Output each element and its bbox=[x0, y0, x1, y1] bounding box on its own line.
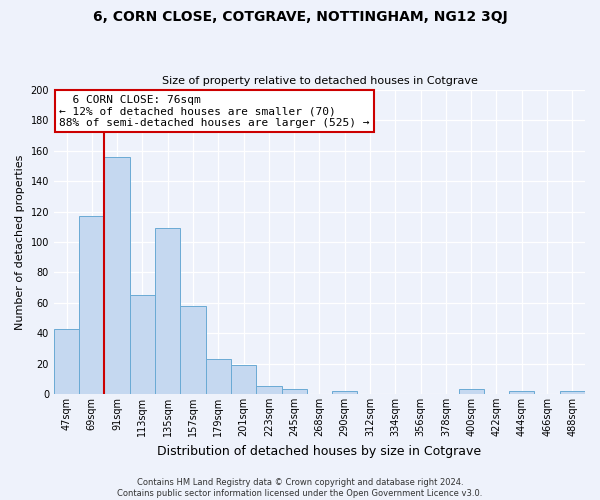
Bar bbox=[104, 157, 130, 394]
Title: Size of property relative to detached houses in Cotgrave: Size of property relative to detached ho… bbox=[161, 76, 478, 86]
Text: 6 CORN CLOSE: 76sqm  
← 12% of detached houses are smaller (70)
88% of semi-deta: 6 CORN CLOSE: 76sqm ← 12% of detached ho… bbox=[59, 94, 370, 128]
Y-axis label: Number of detached properties: Number of detached properties bbox=[15, 154, 25, 330]
Text: 6, CORN CLOSE, COTGRAVE, NOTTINGHAM, NG12 3QJ: 6, CORN CLOSE, COTGRAVE, NOTTINGHAM, NG1… bbox=[92, 10, 508, 24]
Bar bbox=[231, 365, 256, 394]
Bar bbox=[560, 391, 585, 394]
Bar bbox=[79, 216, 104, 394]
Bar bbox=[458, 390, 484, 394]
Bar bbox=[281, 390, 307, 394]
Bar bbox=[181, 306, 206, 394]
Text: Contains HM Land Registry data © Crown copyright and database right 2024.
Contai: Contains HM Land Registry data © Crown c… bbox=[118, 478, 482, 498]
Bar bbox=[206, 359, 231, 394]
Bar bbox=[54, 328, 79, 394]
Bar bbox=[130, 295, 155, 394]
Bar bbox=[509, 391, 535, 394]
Bar bbox=[155, 228, 181, 394]
Bar bbox=[256, 386, 281, 394]
Bar bbox=[332, 391, 358, 394]
X-axis label: Distribution of detached houses by size in Cotgrave: Distribution of detached houses by size … bbox=[157, 444, 482, 458]
